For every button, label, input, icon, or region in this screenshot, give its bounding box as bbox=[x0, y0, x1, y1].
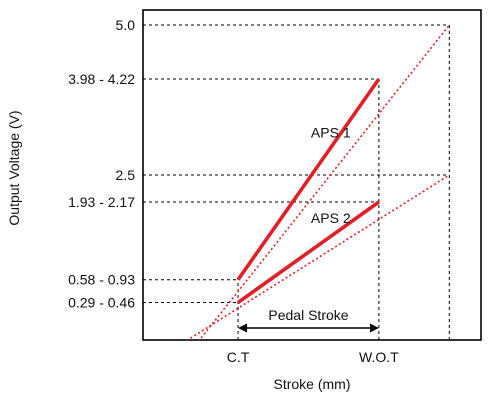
y-tick-label: 5.0 bbox=[116, 17, 136, 33]
arrowhead-left bbox=[238, 323, 248, 333]
x-tick-label: W.O.T bbox=[359, 349, 399, 365]
annotation-label-bg bbox=[249, 306, 368, 324]
y-tick-label: 0.58 - 0.93 bbox=[68, 272, 135, 288]
y-tick-label: 0.29 - 0.46 bbox=[68, 295, 135, 311]
series-extension-line bbox=[186, 174, 450, 340]
series-line bbox=[237, 200, 380, 304]
y-tick-label: 2.5 bbox=[116, 167, 136, 183]
series-extension-line bbox=[198, 24, 450, 340]
series-line bbox=[236, 77, 381, 281]
y-tick-label: 3.98 - 4.22 bbox=[68, 71, 135, 87]
y-axis-title: Output Voltage (V) bbox=[6, 110, 22, 225]
arrowhead-right bbox=[369, 323, 379, 333]
y-tick-label: 1.93 - 2.17 bbox=[68, 194, 135, 210]
pedal-stroke-label: Pedal Stroke bbox=[268, 307, 348, 323]
series-label: APS 2 bbox=[311, 210, 351, 226]
x-axis-title: Stroke (mm) bbox=[274, 376, 351, 392]
x-tick-label: C.T bbox=[227, 349, 250, 365]
series-label: APS 1 bbox=[311, 124, 351, 140]
